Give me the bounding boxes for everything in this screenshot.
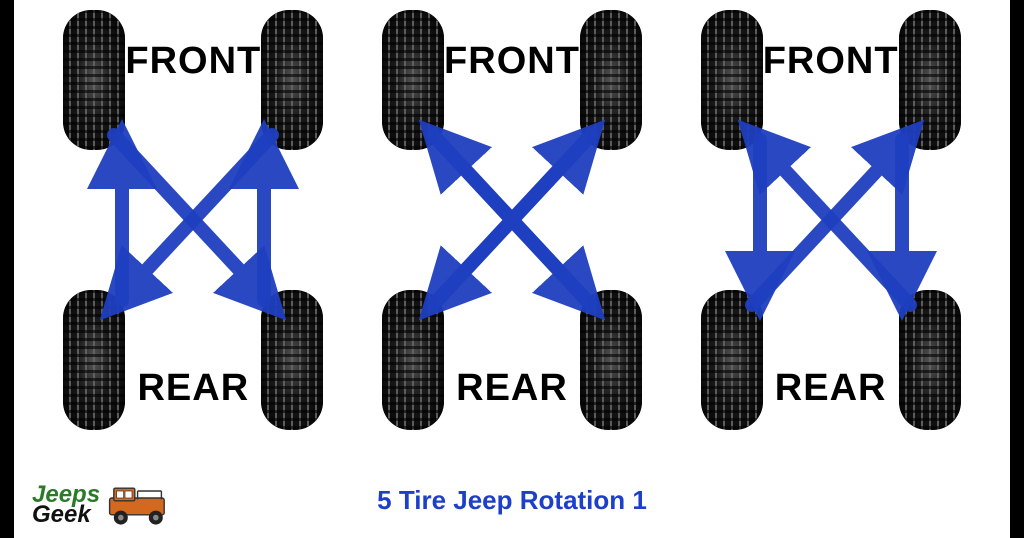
tire-fl: [701, 10, 763, 150]
caption-text: 5 Tire Jeep Rotation 1: [377, 485, 647, 516]
logo-line2: Geek: [32, 505, 100, 525]
arrow-fl-rr: [114, 135, 272, 305]
arrow-rl-fr: [433, 135, 591, 305]
tire-fr: [261, 10, 323, 150]
diagram-forward-cross: FRONT REAR: [43, 10, 343, 450]
diagrams-row: FRONT REAR FRONT REAR FRONT REAR: [14, 0, 1010, 450]
arrow-fl-rr: [433, 135, 591, 305]
arrow-rl-fr: [752, 135, 910, 305]
label-rear: REAR: [456, 367, 568, 410]
tire-fr: [899, 10, 961, 150]
arrow-fr-rl: [433, 135, 591, 305]
tire-fr: [580, 10, 642, 150]
logo-text: Jeeps Geek: [32, 485, 100, 526]
diagram-x-pattern: FRONT REAR: [362, 10, 662, 450]
label-rear: REAR: [775, 367, 887, 410]
label-front: FRONT: [763, 40, 899, 83]
logo-block: Jeeps Geek: [32, 484, 174, 526]
tire-rr: [580, 290, 642, 430]
label-front: FRONT: [125, 40, 261, 83]
tire-fl: [382, 10, 444, 150]
tire-rl: [63, 290, 125, 430]
tire-rr: [899, 290, 961, 430]
tire-rl: [382, 290, 444, 430]
jeep-icon: [104, 484, 174, 526]
label-rear: REAR: [137, 367, 249, 410]
tire-rl: [701, 290, 763, 430]
tire-fl: [63, 10, 125, 150]
diagram-rearward-cross: FRONT REAR: [681, 10, 981, 450]
tire-rr: [261, 290, 323, 430]
arrow-fr-rl: [114, 135, 272, 305]
arrow-rr-fl: [752, 135, 910, 305]
arrow-rr-fl: [433, 135, 591, 305]
label-front: FRONT: [444, 40, 580, 83]
